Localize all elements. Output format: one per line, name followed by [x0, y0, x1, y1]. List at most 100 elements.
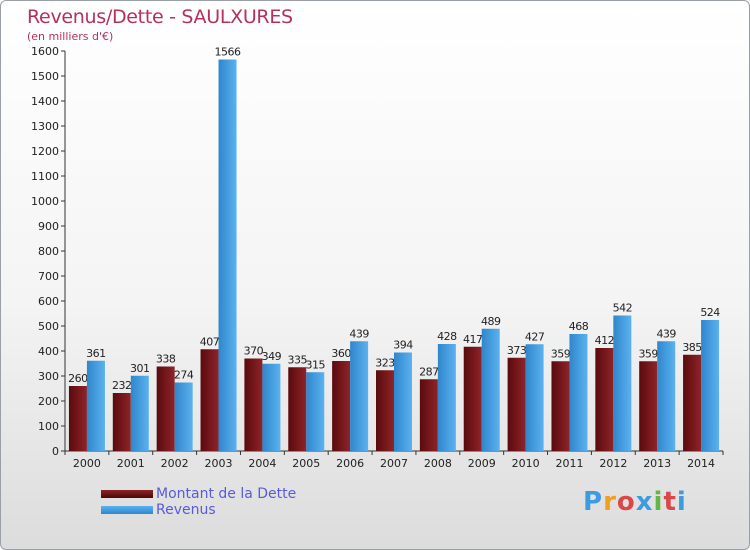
data-label-revenue: 439: [349, 327, 369, 340]
y-tick-label: 0: [52, 445, 59, 458]
data-label-debt: 323: [375, 356, 395, 369]
bar-revenue: [657, 341, 676, 451]
x-tick-label: 2001: [117, 457, 145, 470]
data-label-revenue: 274: [174, 369, 194, 382]
x-tick-label: 2007: [380, 457, 408, 470]
data-label-debt: 373: [507, 344, 527, 357]
logo-letter: r: [603, 487, 617, 517]
y-tick-label: 600: [38, 295, 59, 308]
bar-revenue: [218, 59, 237, 451]
data-label-debt: 260: [68, 372, 88, 385]
chart-subtitle: (en milliers d'€): [27, 30, 114, 43]
bar-revenue: [437, 344, 456, 451]
data-label-debt: 417: [463, 333, 483, 346]
logo-letter: i: [676, 487, 687, 517]
y-tick-label: 100: [38, 420, 59, 433]
y-tick-label: 1500: [31, 70, 59, 83]
y-tick-label: 800: [38, 245, 59, 258]
bar-revenue: [481, 328, 500, 451]
bar-revenue: [174, 382, 193, 451]
x-tick-label: 2004: [248, 457, 276, 470]
bar-debt: [376, 370, 394, 451]
data-label-revenue: 489: [481, 315, 501, 328]
bar-debt: [68, 386, 87, 451]
data-label-debt: 407: [200, 335, 220, 348]
x-tick-label: 2005: [292, 457, 320, 470]
x-tick-label: 2014: [687, 457, 715, 470]
bar-revenue: [394, 352, 412, 451]
legend-label-revenue: Revenus: [156, 502, 216, 518]
data-label-revenue: 468: [569, 320, 589, 333]
data-label-revenue: 361: [86, 347, 106, 360]
bar-revenue: [701, 320, 720, 451]
logo-letter: o: [616, 487, 636, 517]
bar-revenue: [306, 372, 325, 451]
x-tick-label: 2003: [205, 457, 233, 470]
bar-revenue: [262, 363, 281, 451]
bar-revenue: [130, 375, 149, 451]
logo-letter: t: [663, 487, 677, 517]
x-tick-label: 2008: [424, 457, 452, 470]
x-tick-label: 2006: [336, 457, 364, 470]
bar-debt: [595, 348, 614, 451]
data-label-revenue: 439: [656, 327, 676, 340]
data-label-revenue: 428: [437, 330, 457, 343]
bar-debt: [551, 361, 570, 451]
data-label-debt: 335: [288, 353, 308, 366]
legend-label-debt: Montant de la Dette: [156, 486, 297, 502]
data-label-debt: 370: [244, 345, 264, 358]
data-label-debt: 412: [595, 334, 615, 347]
bar-revenue: [350, 341, 369, 451]
bar-debt: [244, 358, 263, 451]
x-tick-label: 2010: [512, 457, 540, 470]
y-tick-label: 1200: [31, 145, 59, 158]
data-label-debt: 359: [638, 347, 658, 360]
x-tick-label: 2012: [599, 457, 627, 470]
data-label-revenue: 542: [613, 302, 633, 315]
x-tick-label: 2013: [643, 457, 671, 470]
bar-debt: [112, 393, 131, 451]
y-tick-label: 300: [38, 370, 59, 383]
data-label-revenue: 1566: [215, 46, 241, 59]
y-tick-label: 1400: [31, 95, 59, 108]
bar-revenue: [569, 334, 588, 451]
y-tick-label: 400: [38, 345, 59, 358]
y-tick-label: 1300: [31, 120, 59, 133]
x-tick-label: 2011: [555, 457, 583, 470]
data-label-debt: 338: [156, 353, 176, 366]
y-tick-label: 1600: [31, 45, 59, 58]
data-label-debt: 287: [419, 365, 439, 378]
bar-debt: [200, 349, 219, 451]
data-label-debt: 360: [331, 347, 351, 360]
bar-debt: [507, 357, 526, 451]
proxiti-logo: Proxiti: [583, 487, 687, 517]
bar-debt: [683, 354, 702, 451]
y-tick-label: 200: [38, 395, 59, 408]
y-tick-label: 700: [38, 270, 59, 283]
chart-title: Revenus/Dette - SAULXURES: [27, 6, 293, 28]
bar-debt: [463, 346, 482, 451]
data-label-debt: 232: [112, 379, 132, 392]
bar-debt: [288, 367, 307, 451]
data-label-debt: 359: [551, 347, 571, 360]
bar-debt: [156, 366, 175, 451]
data-label-revenue: 301: [130, 362, 150, 375]
x-tick-label: 2002: [161, 457, 189, 470]
data-label-revenue: 349: [262, 350, 282, 363]
bar-debt: [332, 361, 351, 451]
logo-letter: P: [583, 487, 604, 517]
data-label-revenue: 524: [700, 306, 720, 319]
data-label-revenue: 427: [525, 330, 545, 343]
y-tick-label: 500: [38, 320, 59, 333]
bar-revenue: [613, 315, 632, 451]
y-tick-label: 1100: [31, 170, 59, 183]
x-tick-label: 2000: [73, 457, 101, 470]
logo-letter: i: [653, 487, 664, 517]
data-label-revenue: 315: [306, 358, 326, 371]
legend-swatch-debt: [101, 490, 153, 498]
data-label-revenue: 394: [393, 339, 413, 352]
bar-debt: [419, 379, 438, 451]
legend-swatch-revenue: [101, 506, 153, 514]
